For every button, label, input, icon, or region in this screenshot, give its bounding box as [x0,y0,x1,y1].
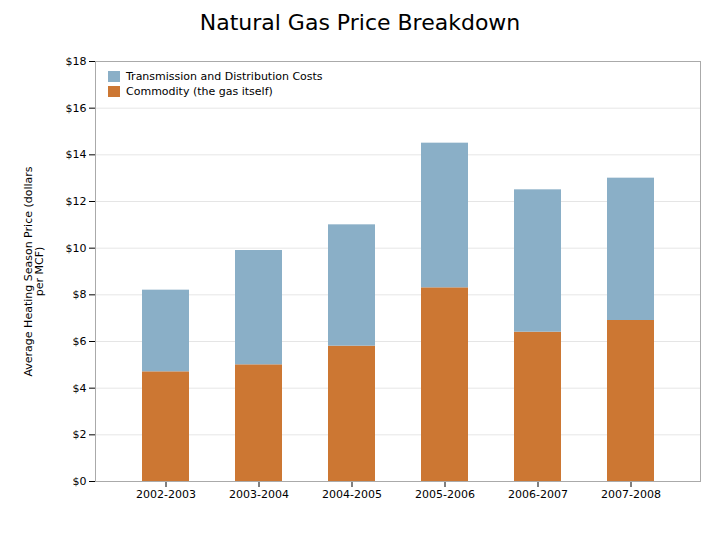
svg-text:Average Heating Season Price (: Average Heating Season Price (dollarsper… [22,166,46,376]
svg-text:$6: $6 [73,335,87,348]
svg-text:$12: $12 [66,195,87,208]
svg-text:$14: $14 [66,148,87,161]
svg-text:2006-2007: 2006-2007 [508,488,568,501]
html-text:Transmission and Distribution: Transmission and Distribution Costs [126,70,323,83]
svg-text:$0: $0 [73,475,87,488]
svg-text:$16: $16 [66,102,87,115]
svg-text:2004-2005: 2004-2005 [322,488,382,501]
html-text:Natural Gas Price Breakdown: Natural Gas Price Breakdown [199,10,521,35]
svg-text:$2: $2 [73,428,87,441]
svg-text:$18: $18 [66,55,87,68]
svg-text:$4: $4 [73,382,87,395]
svg-text:$10: $10 [66,242,87,255]
svg-text:2003-2004: 2003-2004 [229,488,289,501]
html-text:Commodity (the gas itself): Commodity (the gas itself) [126,85,273,98]
svg-text:2002-2003: 2002-2003 [136,488,196,501]
svg-text:$8: $8 [73,288,87,301]
svg-text:2005-2006: 2005-2006 [415,488,475,501]
svg-text:2007-2008: 2007-2008 [601,488,661,501]
